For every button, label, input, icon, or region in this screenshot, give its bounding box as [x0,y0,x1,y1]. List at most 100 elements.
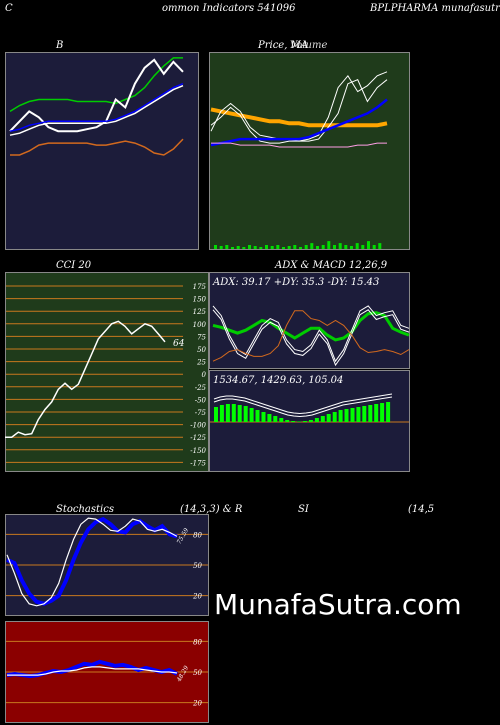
bollinger-chart [5,52,199,250]
volume-bar [355,243,359,249]
header-right: BPLPHARMA munafasutra.in [370,3,500,14]
macd-bar [231,404,236,422]
osc-line [6,516,178,606]
cci-tick-label: -75 [195,409,207,417]
macd-bar [374,404,379,422]
adx-chart: ADX: 39.17 +DY: 35.3 -DY: 15.43 [209,272,410,369]
bollinger-line [9,83,184,132]
cci-tick-label: -50 [195,396,207,404]
cci-tick-label: 25 [196,359,206,367]
macd-chart: 1534.67, 1429.63, 105.04 [209,370,410,472]
macd-bar [314,418,319,422]
osc-line [6,517,178,607]
macd-line [213,396,393,418]
volume-bar [299,247,302,249]
cci-tick-label: 75 [197,333,206,341]
cci-chart: 175 150 125 100 75 50 25 0 -25 -50 -75 -100 -125 -150… [5,272,209,472]
volume-bar [242,247,246,249]
volume-bar [276,245,280,249]
macd-bar [214,407,218,422]
osc-tick-label: 50 [193,562,202,570]
cci-tick-label: 50 [197,346,206,354]
volume-bar [310,243,314,249]
volume-bar [293,245,297,249]
macd-bar [386,402,391,422]
cci-tick-label: 125 [193,308,207,316]
price-ma-chart [209,52,410,250]
volume-bar [304,245,308,249]
macd-bar [326,414,331,422]
volume-bar [350,246,353,249]
macd-bar [225,404,230,422]
volume-bar [219,246,223,249]
adx-line [212,305,410,363]
macd-bar [219,405,224,422]
adx-line-b [212,309,410,367]
volume-bar [248,245,251,249]
stochastics-params: (14,3,3) & R [180,504,243,515]
osc-tick-label: 50 [193,669,202,677]
volume-bar [225,245,229,249]
volume-bar [338,243,342,249]
header-left: C [5,3,13,14]
header-center: ommon Indicators 541096 [162,3,296,14]
volume-bar [344,245,348,249]
price-ma-line [210,71,388,144]
volume-bar [287,246,291,249]
bollinger-line [9,58,184,133]
macd-bar [380,403,385,422]
volume-bar [214,245,217,249]
volume-bar [253,246,257,249]
macd-bar [338,410,343,422]
cci-title: CCI 20 [56,260,92,271]
macd-bar [362,406,367,422]
cci-tick-label: 100 [193,321,207,329]
macd-bar [320,416,325,422]
rsi-title: SI [298,504,309,515]
macd-bar [356,407,361,422]
cci-tick-label: -125 [190,434,206,442]
osc-tick-label: 80 [193,531,202,539]
volume-bar [236,246,240,249]
cci-tick-label: -150 [190,447,206,455]
macd-bar [273,416,278,422]
adx-line [212,311,410,342]
adx-line [212,310,410,362]
volume-bar [316,246,319,249]
macd-bar [279,418,284,422]
price-ma-line [210,98,388,147]
price-ma-title: Price, MA [258,40,309,51]
cci-last-value: 64 [173,339,185,349]
volume-bar [378,243,382,249]
stochastics-title: Stochastics [56,504,114,515]
adx-macd-title: ADX & MACD 12,26,9 [275,260,388,271]
rsi-params: (14,5 [408,504,435,515]
osc-tick-label: 20 [192,593,202,601]
bollinger-line [9,85,184,136]
macd-bar [243,406,248,422]
volume-bar [327,241,331,249]
cci-tick-label: -25 [195,384,207,392]
cci-line [5,320,166,438]
cci-tick-label: -100 [190,422,206,430]
macd-bar [350,408,355,422]
volume-bar [270,246,274,249]
cci-tick-label: 150 [193,296,207,304]
macd-bar [267,414,272,422]
macd-bar [303,421,307,422]
bollinger-line [9,57,183,113]
volume-bar [231,247,234,249]
macd-bar [291,421,296,422]
cci-tick-label: 175 [193,283,207,291]
volume-bar [372,245,376,249]
osc-tick-label: 20 [192,700,202,708]
adx-label: ADX: 39.17 +DY: 35.3 -DY: 15.43 [212,277,379,288]
cci-tick-label: -175 [190,459,206,467]
osc-tick-label: 80 [193,638,202,646]
volume-bar [259,247,263,249]
macd-bar [332,412,337,422]
volume-bar [265,245,268,249]
bollinger-line [10,138,184,156]
